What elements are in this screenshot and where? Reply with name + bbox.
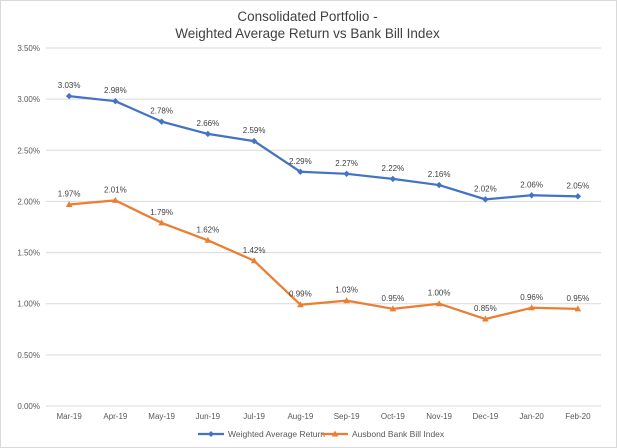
x-tick-label: Jun-19: [196, 412, 221, 421]
data-label: 0.85%: [474, 304, 497, 313]
data-label: 1.62%: [197, 225, 220, 234]
x-tick-label: Nov-19: [426, 412, 452, 421]
x-tick-label: Mar-19: [56, 412, 82, 421]
series-layer: [65, 92, 582, 322]
data-point: [158, 118, 165, 125]
chart-title: Consolidated Portfolio - Weighted Averag…: [0, 8, 615, 42]
data-point: [435, 300, 443, 307]
data-point: [250, 257, 258, 264]
data-point: [435, 181, 443, 189]
data-label: 2.98%: [104, 86, 127, 95]
data-label: 2.29%: [289, 157, 312, 166]
x-tick-label: Jul-19: [243, 412, 265, 421]
y-tick-label: 1.00%: [17, 300, 40, 309]
data-label: 2.05%: [567, 181, 590, 190]
x-tick-label: Sep-19: [334, 412, 360, 421]
data-point: [528, 304, 535, 311]
series-line-1: [69, 94, 578, 201]
x-tick-label: Oct-19: [381, 412, 406, 421]
y-tick-label: 0.50%: [17, 351, 40, 360]
x-tick-label: Jan-20: [519, 412, 544, 421]
data-point: [574, 305, 582, 312]
data-point: [389, 305, 397, 312]
data-point: [65, 200, 73, 207]
data-label: 2.06%: [520, 180, 543, 189]
x-tick-label: Aug-19: [287, 412, 313, 421]
x-tick-label: Feb-20: [565, 412, 591, 421]
data-point: [528, 192, 535, 199]
data-label: 0.96%: [520, 293, 543, 302]
x-tick-label: May-19: [148, 412, 175, 421]
data-label: 0.95%: [382, 294, 405, 303]
data-label: 2.02%: [474, 184, 497, 193]
y-tick-label: 3.00%: [17, 95, 40, 104]
x-tick-label: Dec-19: [472, 412, 498, 421]
data-label: 0.99%: [289, 290, 312, 299]
chart-title-line-1: Consolidated Portfolio -: [237, 9, 378, 24]
data-label: 2.22%: [382, 164, 405, 173]
gridlines: [46, 47, 601, 407]
data-label: 2.59%: [243, 126, 266, 135]
data-point: [112, 97, 119, 105]
series-line-2: [69, 199, 578, 321]
y-tick-label: 2.50%: [17, 146, 40, 155]
data-label: 0.95%: [567, 294, 590, 303]
data-point: [343, 297, 350, 304]
data-point: [389, 175, 397, 183]
data-point: [158, 219, 165, 226]
data-point: [65, 92, 73, 100]
data-point: [204, 130, 212, 138]
data-label: 1.03%: [335, 286, 358, 295]
data-label: 2.01%: [104, 185, 127, 194]
data-point: [482, 196, 489, 203]
data-point: [250, 137, 258, 145]
x-tick-label: Apr-19: [103, 412, 128, 421]
data-label: 2.66%: [197, 119, 220, 128]
data-label: 1.97%: [58, 189, 81, 198]
data-label: 3.03%: [58, 81, 81, 90]
data-point: [297, 301, 304, 308]
x-axis: Mar-19 Apr-19 May-19 Jun-19 Jul-19 Aug-19 Sep-…: [56, 412, 591, 421]
data-label: 1.00%: [428, 289, 451, 298]
legend-label-1: Weighted Average Return: [228, 429, 325, 439]
data-label: 2.16%: [428, 170, 451, 179]
legend-label-2: Ausbond Bank Bill Index: [352, 429, 445, 439]
y-tick-label: 3.50%: [17, 44, 40, 53]
data-label: 2.27%: [335, 159, 358, 168]
chart-subtitle: Weighted Average Return vs Bank Bill Ind…: [175, 26, 440, 41]
data-point: [112, 196, 119, 203]
y-tick-label: 0.00%: [17, 402, 40, 411]
legend-marker: [331, 430, 339, 437]
data-point: [482, 315, 489, 322]
data-point: [204, 236, 212, 243]
data-labels: 3.03% 2.98% 2.78% 2.66% 2.59% 2.29% 2.27% 2.22%…: [58, 81, 589, 313]
y-tick-label: 1.50%: [17, 249, 40, 258]
data-point: [343, 170, 350, 178]
data-label: 1.42%: [243, 246, 266, 255]
legend-marker: [208, 431, 214, 437]
data-label: 2.78%: [150, 107, 173, 116]
data-label: 1.79%: [150, 208, 173, 217]
y-tick-label: 2.00%: [17, 197, 40, 206]
legend: Weighted Average Return Ausbond Bank Bill…: [198, 429, 445, 439]
y-axis: 0.00% 0.50% 1.00% 1.50% 2.00% 2.50% 3.00% 3.50%: [17, 44, 40, 411]
data-point: [574, 193, 582, 200]
data-point: [297, 168, 304, 175]
